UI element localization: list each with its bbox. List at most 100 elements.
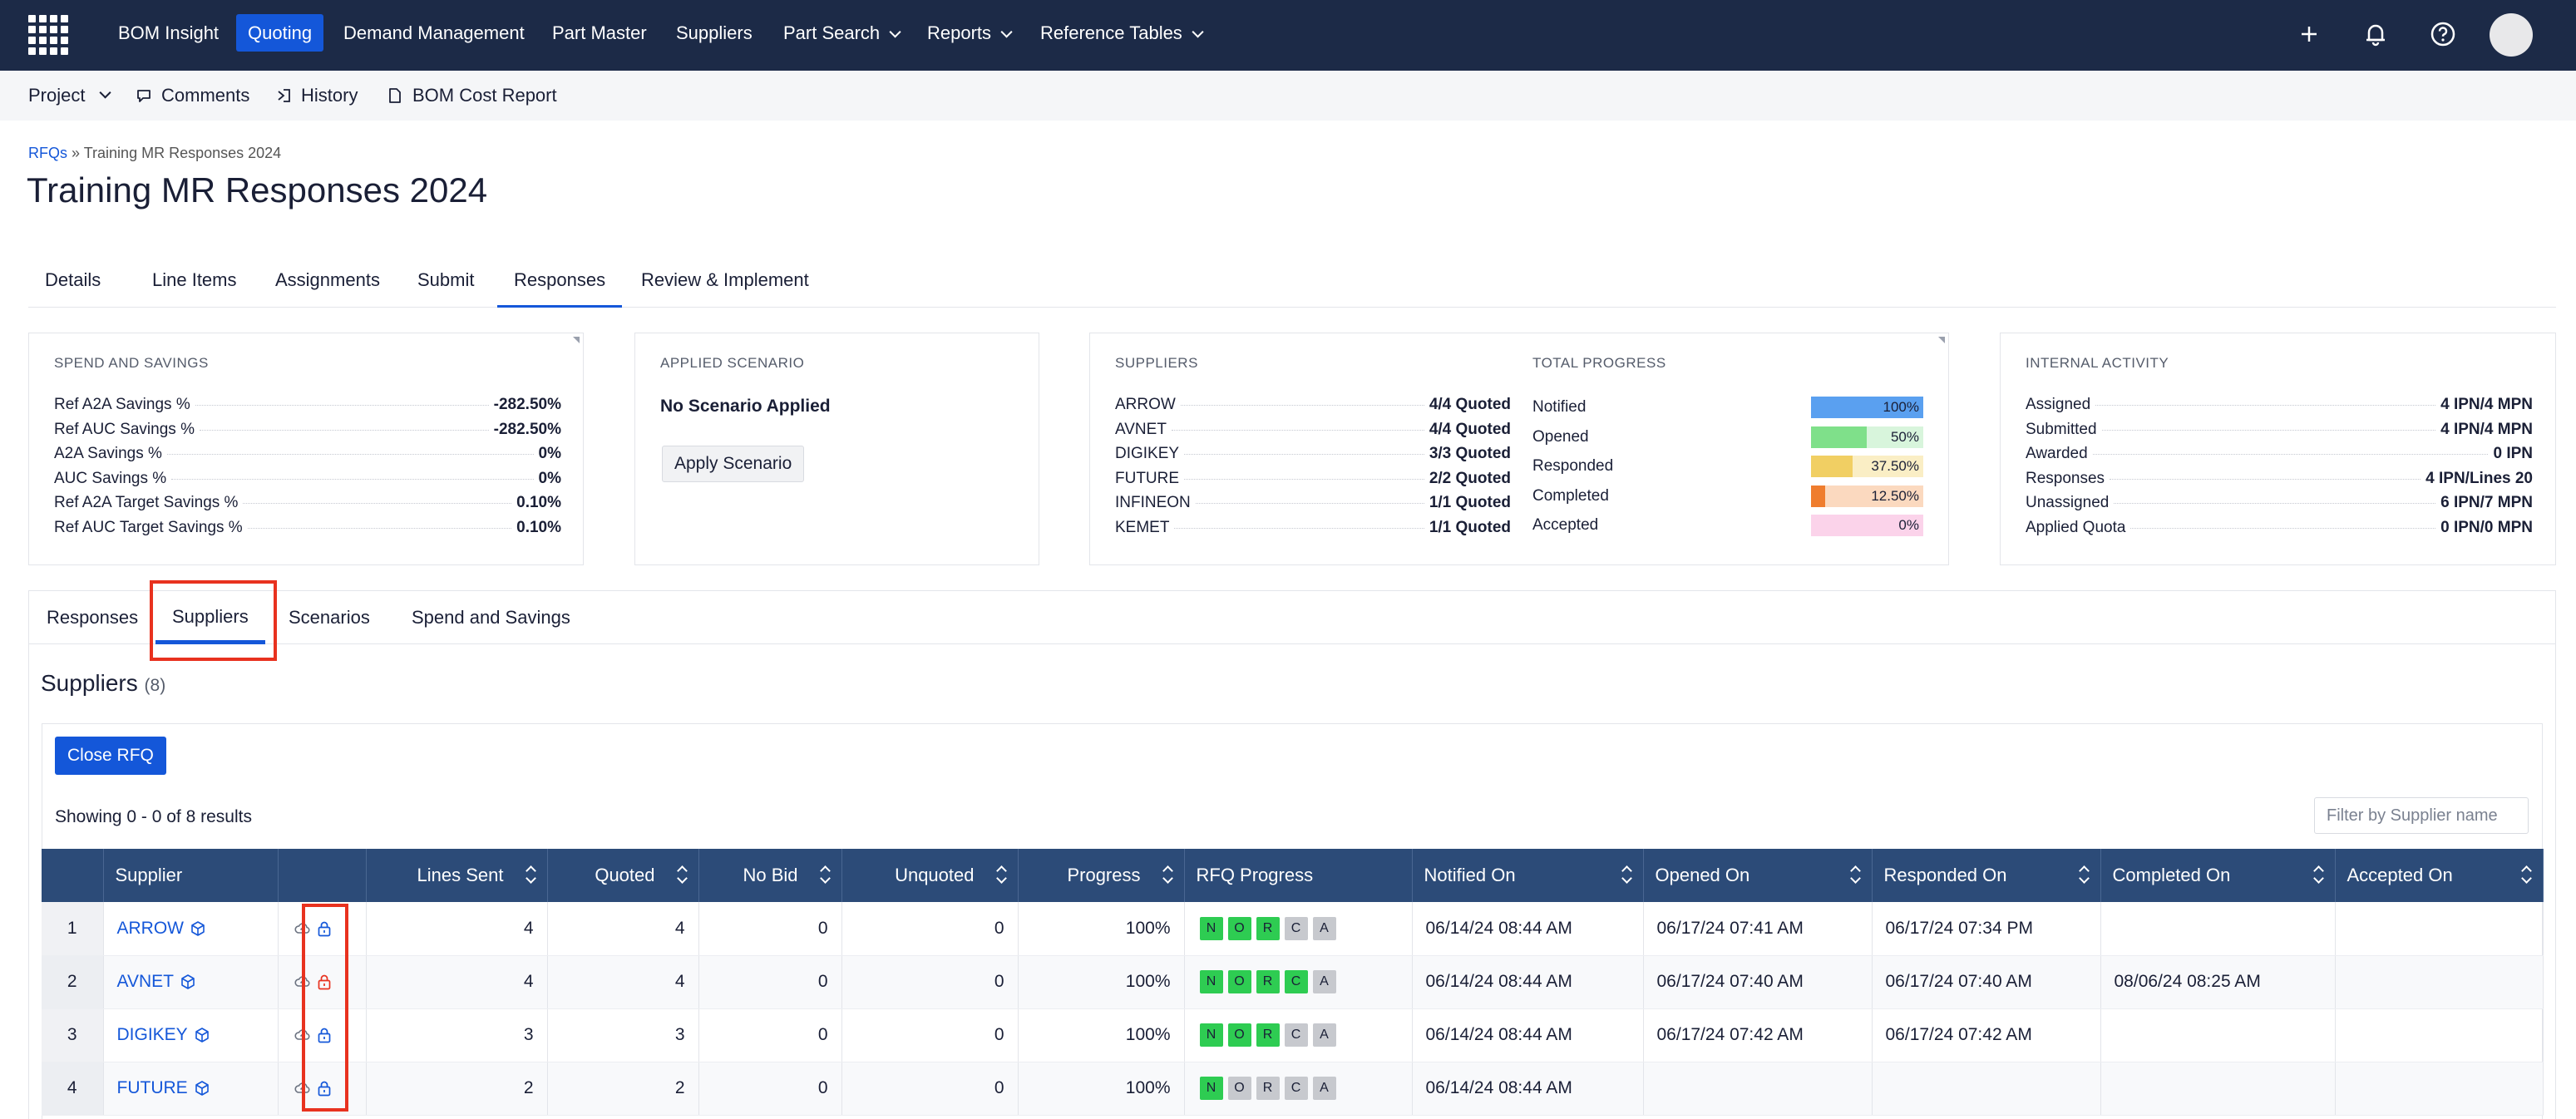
upload-cloud-icon[interactable] <box>294 919 312 938</box>
nav-demand-management[interactable]: Demand Management <box>343 22 525 43</box>
progress-cell: 100% <box>1018 1062 1185 1116</box>
comments-label: Comments <box>161 85 250 106</box>
comment-icon <box>137 90 151 102</box>
subtab-scenarios[interactable]: Scenarios <box>289 607 370 628</box>
upload-cloud-icon[interactable] <box>294 973 312 991</box>
subtab-responses[interactable]: Responses <box>47 607 139 628</box>
col-unquoted[interactable]: Unquoted <box>841 849 1019 902</box>
nav-bom-insight[interactable]: BOM Insight <box>118 22 220 43</box>
avatar[interactable] <box>2490 13 2533 57</box>
supplier-filter-input[interactable] <box>2314 797 2529 834</box>
apply-scenario-button[interactable]: Apply Scenario <box>662 446 805 482</box>
subtab-suppliers[interactable]: Suppliers <box>155 591 265 644</box>
help-icon[interactable] <box>2427 18 2459 50</box>
upload-cloud-icon[interactable] <box>294 1079 312 1097</box>
nav-suppliers[interactable]: Suppliers <box>676 22 753 43</box>
lines-sent-cell: 3 <box>366 1008 548 1062</box>
sort-icon[interactable] <box>526 867 535 884</box>
cube-icon[interactable] <box>193 1079 211 1097</box>
table-row: 2 AVNET 4 4 0 0 100% N O R C A 06/14/24 08:44 AM 06/1… <box>42 955 2544 1009</box>
col-lines-sent[interactable]: Lines Sent <box>366 849 548 902</box>
tab-review-implement[interactable]: Review & Implement <box>641 269 809 290</box>
comments-link[interactable]: Comments <box>135 85 249 106</box>
lock-icon[interactable] <box>315 919 333 938</box>
col-opened-on[interactable]: Opened On <box>1643 849 1873 902</box>
sort-icon[interactable] <box>2521 867 2531 884</box>
responded-on-cell: 06/17/24 07:40 AM <box>1872 955 2101 1009</box>
sort-icon[interactable] <box>996 867 1006 884</box>
table-row: 3 DIGIKEY 3 3 0 0 100% N O R C A 06/14/24 08:44 AM 06… <box>42 1008 2544 1062</box>
opened-on-cell: 06/17/24 07:40 AM <box>1643 955 1873 1009</box>
sort-icon[interactable] <box>2079 867 2089 884</box>
col-accepted-on[interactable]: Accepted On <box>2335 849 2544 902</box>
nav-reference-tables[interactable]: Reference Tables <box>1029 14 1211 52</box>
lines-sent-cell: 4 <box>366 902 548 956</box>
dot-leader <box>2095 405 2436 406</box>
col-quoted[interactable]: Quoted <box>547 849 699 902</box>
nav-reports[interactable]: Reports <box>915 14 1019 52</box>
supplier-link[interactable]: ARROW <box>116 918 185 938</box>
lock-icon[interactable] <box>315 1079 333 1097</box>
suppliers-progress-card: SUPPLIERS TOTAL PROGRESS ARROW 4/4 Quoted… <box>1089 333 1949 565</box>
supplier-link[interactable]: DIGIKEY <box>116 1025 188 1044</box>
supplier-link[interactable]: FUTURE <box>116 1078 188 1097</box>
row-index: 4 <box>42 1062 104 1116</box>
tab-details[interactable]: Details <box>45 269 101 290</box>
sort-icon[interactable] <box>1162 867 1172 884</box>
cube-icon[interactable] <box>189 919 207 938</box>
cube-icon[interactable] <box>193 1026 211 1044</box>
bom-cost-report-link[interactable]: BOM Cost Report <box>386 85 557 106</box>
nav-quoting[interactable]: Quoting <box>236 14 324 52</box>
lock-icon[interactable] <box>315 973 333 991</box>
tab-assignments[interactable]: Assignments <box>275 269 380 290</box>
lock-icon[interactable] <box>315 1026 333 1044</box>
close-rfq-button[interactable]: Close RFQ <box>55 737 166 775</box>
table-row: 1 ARROW 4 4 0 0 100% N O R C A 06/14/24 08:44 AM 06/1… <box>42 902 2544 956</box>
card-expand-icon[interactable] <box>1938 337 1945 343</box>
suppliers-heading-label: Suppliers <box>41 670 138 696</box>
col-completed-on[interactable]: Completed On <box>2100 849 2336 902</box>
status-badge: R <box>1256 916 1280 940</box>
kv-label: Ref A2A Target Savings % <box>54 494 239 511</box>
cube-icon[interactable] <box>179 973 197 991</box>
col-no-bid[interactable]: No Bid <box>698 849 842 902</box>
supplier-link[interactable]: AVNET <box>116 972 174 991</box>
col-progress[interactable]: Progress <box>1018 849 1185 902</box>
sort-icon[interactable] <box>2313 867 2323 884</box>
app-grid-logo-icon[interactable] <box>28 15 68 55</box>
table-row: 4 FUTURE 2 2 0 0 100% N O R C A 06/14/24 08:44 AM <box>42 1062 2544 1116</box>
kv-value: 4 IPN/4 MPN <box>2440 396 2533 413</box>
progress-value: 0% <box>1898 517 1919 533</box>
progress-label: Accepted <box>1532 516 1599 534</box>
sort-icon[interactable] <box>1621 867 1631 884</box>
breadcrumb-rfqs-link[interactable]: RFQs <box>28 145 67 161</box>
kv-row: Responses 4 IPN/Lines 20 <box>2026 470 2533 488</box>
unquoted-cell: 0 <box>841 1008 1019 1062</box>
nav-part-search[interactable]: Part Search <box>772 14 908 52</box>
col-notified-on[interactable]: Notified On <box>1412 849 1644 902</box>
col-responded-on[interactable]: Responded On <box>1872 849 2101 902</box>
kv-row: Assigned 4 IPN/4 MPN <box>2026 396 2533 414</box>
card-expand-icon[interactable] <box>573 337 580 343</box>
plus-icon[interactable] <box>2293 18 2325 50</box>
history-link[interactable]: History <box>274 85 358 106</box>
tab-submit[interactable]: Submit <box>417 269 475 290</box>
col-progress-label: Progress <box>1067 865 1141 885</box>
kv-row: AUC Savings % 0% <box>54 470 561 488</box>
subtab-spend-savings[interactable]: Spend and Savings <box>412 607 570 628</box>
breadcrumb-current: Training MR Responses 2024 <box>83 145 282 161</box>
sort-icon[interactable] <box>1850 867 1860 884</box>
sort-icon[interactable] <box>820 867 830 884</box>
kv-value: 0% <box>538 445 561 462</box>
chevron-down-icon <box>99 86 112 99</box>
result-count: Showing 0 - 0 of 8 results <box>55 807 252 826</box>
supplier-cell: DIGIKEY <box>103 1008 279 1062</box>
upload-cloud-icon[interactable] <box>294 1026 312 1044</box>
kv-row: Unassigned 6 IPN/7 MPN <box>2026 494 2533 512</box>
nav-part-master[interactable]: Part Master <box>552 22 647 43</box>
tab-line-items[interactable]: Line Items <box>152 269 237 290</box>
sort-icon[interactable] <box>677 867 687 884</box>
bell-icon[interactable] <box>2360 18 2391 50</box>
project-menu[interactable]: Project <box>28 85 112 106</box>
tab-responses[interactable]: Responses <box>497 259 623 308</box>
